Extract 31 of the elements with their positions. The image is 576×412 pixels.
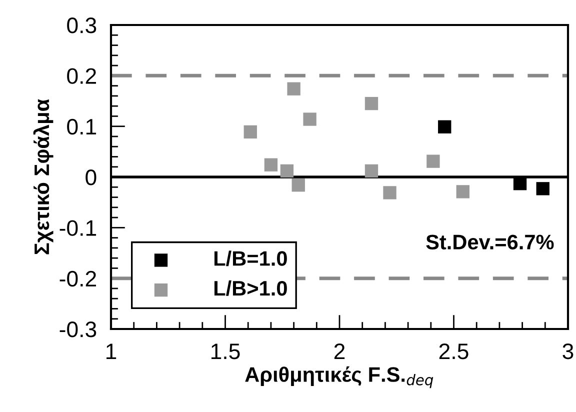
point — [426, 154, 440, 168]
point — [383, 186, 396, 200]
point — [456, 185, 470, 198]
x-tick-label: 3 — [562, 343, 574, 360]
point — [303, 112, 316, 126]
x-tick-label: 2.5 — [439, 343, 468, 360]
y-tick-label: 0.3 — [67, 18, 96, 34]
point — [364, 96, 378, 110]
x-axis-title: Αριθμητικές F.S.$_{deq}$ — [245, 366, 434, 388]
point — [536, 182, 550, 196]
x-tick-label: 1 — [106, 344, 116, 359]
point — [287, 82, 300, 96]
x-tick-label: 2 — [334, 343, 345, 359]
point — [364, 164, 378, 178]
point — [292, 178, 305, 192]
point — [280, 164, 294, 178]
point — [244, 125, 257, 138]
y-tick-label: 0.2 — [67, 68, 96, 84]
legend-label: L/B=1.0 — [214, 250, 287, 266]
y-tick-label: -0.1 — [60, 220, 96, 236]
legend-label: L/B>1.0 — [214, 280, 287, 296]
y-axis-title: Σχετικό Σφάλμα — [33, 99, 54, 254]
annotation: St.Dev.=6.7% — [426, 234, 554, 250]
y-tick-label: 0 — [86, 170, 96, 186]
x-tick-label: 1.5 — [212, 344, 240, 360]
point — [438, 120, 452, 134]
y-tick-label: 0.1 — [67, 118, 96, 135]
y-tick-label: -0.3 — [60, 322, 96, 338]
y-tick-label: -0.2 — [60, 270, 96, 287]
point — [264, 158, 278, 172]
point — [513, 177, 527, 190]
